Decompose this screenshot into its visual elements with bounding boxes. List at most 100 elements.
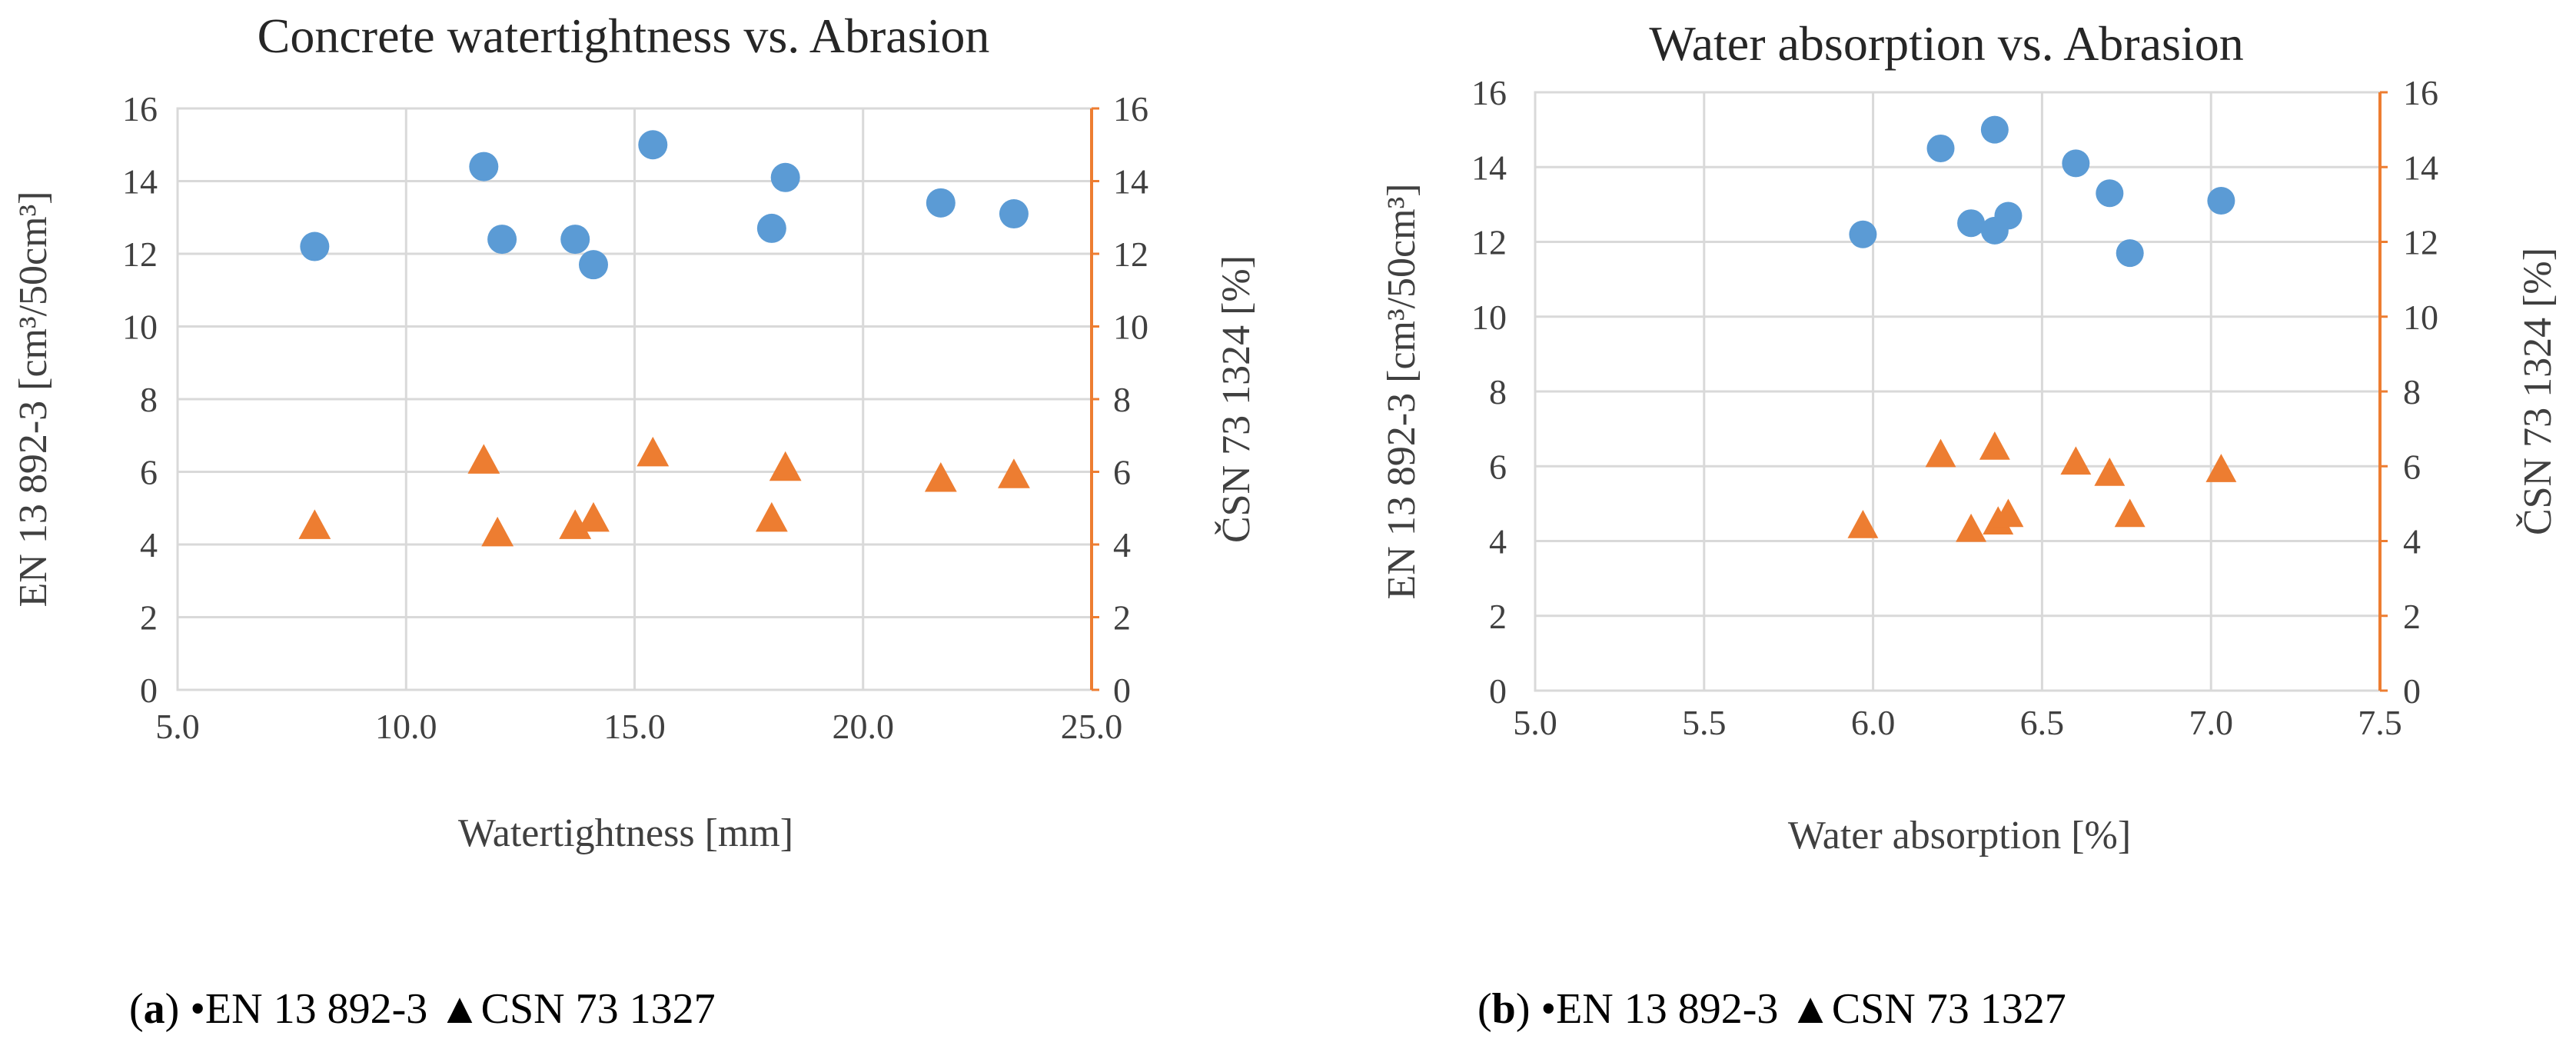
- chart-b-right-tick-label: 8: [2403, 372, 2421, 411]
- chart-b-caption-triangle-glyph: ▲: [1789, 985, 1831, 1033]
- chart-a-left-tick-label: 8: [140, 380, 158, 419]
- chart-a-gridlines: [178, 108, 1092, 690]
- chart-b-caption-series1: EN 13 892-3: [1556, 985, 1778, 1033]
- chart-a-point-csn: [467, 444, 500, 474]
- chart-b-point-csn: [2114, 498, 2146, 528]
- chart-b-point-en: [2207, 187, 2235, 215]
- chart-b-right-tick-label: 2: [2403, 597, 2421, 636]
- chart-b-point-en: [2116, 239, 2144, 268]
- chart-b-x-tick-label: 7.0: [2189, 703, 2233, 742]
- chart-b-left-tick-label: 2: [1489, 597, 1507, 636]
- chart-a-data-points: [298, 130, 1030, 547]
- chart-b-x-tick-label: 6.0: [1851, 703, 1896, 742]
- chart-a-point-csn: [298, 509, 331, 539]
- chart-a-point-en: [926, 188, 956, 218]
- chart-b: Water absorption vs. Abrasion 0 2 4 6 8 10 12 1…: [1380, 16, 2560, 1033]
- chart-b-x-tick-labels: 5.0 5.5 6.0 6.5 7.0 7.5: [1513, 703, 2402, 742]
- chart-a-caption: (a) •EN 13 892-3 ▲CSN 73 1327: [129, 985, 716, 1033]
- chart-a-point-csn: [924, 461, 957, 492]
- chart-b-point-csn: [1847, 510, 1879, 538]
- chart-b-point-en: [1980, 115, 2009, 144]
- chart-a-left-tick-label: 10: [122, 308, 158, 347]
- chart-b-right-tick-label: 4: [2403, 522, 2421, 561]
- chart-b-point-en: [2096, 179, 2124, 208]
- chart-a-caption-series1: EN 13 892-3: [205, 985, 427, 1033]
- chart-b-x-tick-label: 5.5: [1682, 703, 1727, 742]
- chart-a-left-tick-label: 2: [140, 598, 158, 638]
- chart-a-x-tick-label: 25.0: [1061, 707, 1123, 746]
- chart-a-x-axis-label: Watertightness [mm]: [458, 811, 793, 855]
- chart-b-left-tick-label: 4: [1489, 522, 1507, 561]
- chart-a-point-en: [638, 130, 668, 160]
- chart-b-left-tick-label: 6: [1489, 447, 1507, 486]
- chart-b-right-tick-label: 6: [2403, 447, 2421, 486]
- chart-a-title: Concrete watertightness vs. Abrasion: [258, 8, 990, 63]
- chart-b-left-tick-labels: 0 2 4 6 8 10 12 14 16: [1471, 73, 1507, 711]
- chart-b-right-tick-label: 12: [2403, 223, 2438, 262]
- chart-b-point-csn: [2094, 457, 2126, 486]
- chart-b-point-csn: [2060, 446, 2092, 475]
- chart-a-right-tick-label: 10: [1113, 308, 1148, 347]
- chart-b-right-tick-labels: 0 2 4 6 8 10 12 14 16: [2380, 73, 2438, 711]
- chart-a: Concrete watertightness vs. Abrasion 0 2 4…: [12, 8, 1258, 1033]
- chart-b-left-tick-label: 16: [1471, 73, 1507, 112]
- chart-a-left-axis-label: EN 13 892-3 [cm³/50cm³]: [12, 191, 55, 608]
- chart-b-data-points: [1847, 115, 2237, 542]
- chart-a-right-tick-label: 8: [1113, 380, 1131, 419]
- chart-b-left-axis-label: EN 13 892-3 [cm³/50cm³]: [1380, 184, 1424, 600]
- chart-a-point-csn: [577, 501, 610, 532]
- chart-b-right-tick-label: 14: [2403, 148, 2438, 187]
- chart-a-caption-letter: a: [144, 985, 165, 1033]
- chart-a-point-csn: [769, 451, 802, 481]
- chart-b-point-csn: [1993, 498, 2024, 528]
- chart-a-right-tick-label: 14: [1113, 162, 1148, 201]
- chart-a-point-en: [999, 199, 1029, 229]
- chart-a-left-tick-label: 12: [122, 235, 158, 274]
- chart-b-point-en: [1849, 220, 1877, 248]
- chart-a-point-csn: [481, 516, 514, 547]
- chart-a-right-tick-label: 0: [1113, 671, 1131, 710]
- chart-b-point-en: [2062, 149, 2090, 178]
- chart-a-left-tick-label: 14: [122, 162, 158, 201]
- chart-a-right-axis-label: ČSN 73 1324 [%]: [1214, 255, 1258, 543]
- chart-a-point-en: [578, 250, 608, 280]
- chart-b-point-csn: [1979, 431, 2010, 460]
- chart-a-right-tick-labels: 0 2 4 6 8 10 12 14 16: [1092, 89, 1148, 710]
- chart-a-right-tick-label: 12: [1113, 235, 1148, 274]
- chart-b-x-tick-label: 7.5: [2358, 703, 2402, 742]
- chart-b-gridlines: [1535, 92, 2380, 691]
- chart-b-x-axis-label: Water absorption [%]: [1788, 814, 2131, 858]
- chart-a-left-tick-labels: 0 2 4 6 8 10 12 14 16: [122, 89, 158, 710]
- chart-a-point-csn: [637, 436, 670, 467]
- chart-a-point-csn: [998, 458, 1030, 488]
- chart-a-left-tick-label: 16: [122, 89, 158, 128]
- chart-b-point-csn: [1925, 438, 1956, 468]
- chart-a-x-tick-labels: 5.0 10.0 15.0 20.0 25.0: [155, 707, 1122, 746]
- chart-a-caption-text: (a) •EN 13 892-3 ▲CSN 73 1327: [129, 985, 716, 1033]
- chart-a-x-tick-label: 20.0: [833, 707, 895, 746]
- chart-a-point-en: [756, 213, 786, 243]
- chart-b-point-en: [1957, 209, 1986, 238]
- chart-b-point-csn: [2205, 454, 2237, 482]
- chart-a-x-tick-label: 5.0: [155, 707, 200, 746]
- chart-a-caption-triangle-glyph: ▲: [438, 985, 480, 1033]
- chart-a-caption-series2: CSN 73 1327: [481, 985, 716, 1033]
- chart-a-point-csn: [755, 501, 788, 532]
- chart-b-caption: (b) •EN 13 892-3 ▲CSN 73 1327: [1477, 985, 2066, 1033]
- chart-b-point-en: [1994, 201, 2023, 230]
- chart-a-point-en: [469, 152, 499, 181]
- chart-b-point-en: [1926, 134, 1955, 162]
- chart-a-left-tick-label: 0: [140, 671, 158, 710]
- chart-a-right-tick-label: 6: [1113, 453, 1131, 492]
- chart-a-right-tick-label: 16: [1113, 89, 1148, 128]
- chart-a-right-tick-label: 2: [1113, 598, 1131, 638]
- chart-b-caption-series2: CSN 73 1327: [1832, 985, 2066, 1033]
- chart-b-right-tick-label: 0: [2403, 671, 2421, 711]
- chart-b-right-tick-label: 10: [2403, 298, 2438, 337]
- chart-b-title: Water absorption vs. Abrasion: [1649, 16, 2243, 71]
- chart-a-point-en: [770, 162, 800, 192]
- chart-b-x-tick-label: 6.5: [2020, 703, 2065, 742]
- chart-a-left-tick-label: 6: [140, 453, 158, 492]
- chart-b-point-csn: [1956, 513, 1987, 542]
- chart-b-caption-letter: b: [1492, 985, 1516, 1033]
